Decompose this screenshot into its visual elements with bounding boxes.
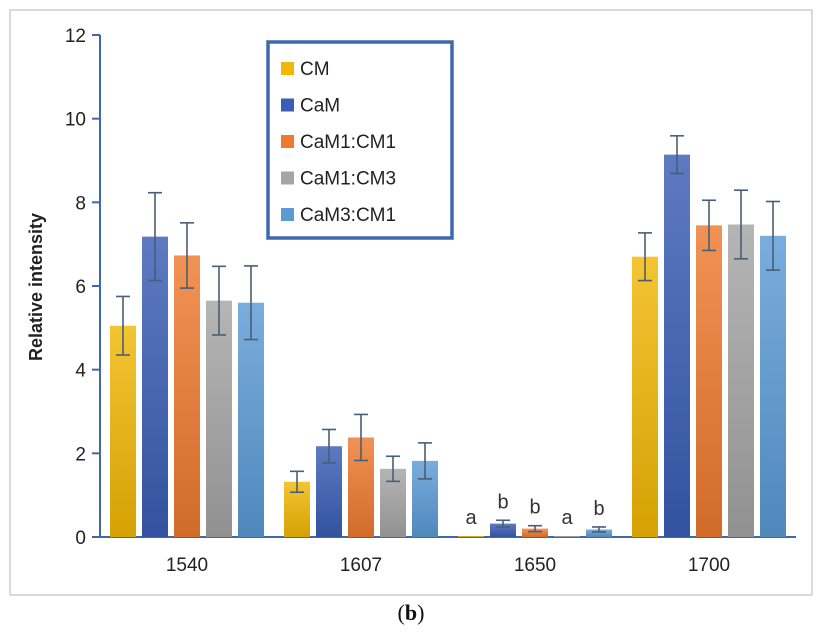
significance-label: b: [497, 491, 508, 513]
legend-label: CaM3:CM1: [300, 205, 396, 226]
y-tick-label: 0: [75, 528, 86, 549]
legend-label: CaM1:CM1: [300, 132, 396, 153]
x-tick-label: 1650: [514, 555, 556, 576]
caption-letter: b: [404, 600, 418, 625]
y-tick-label: 12: [65, 26, 86, 47]
x-tick-label: 1607: [340, 555, 382, 576]
y-tick-label: 2: [75, 444, 86, 465]
legend-swatch: [281, 171, 294, 185]
significance-label: a: [465, 507, 477, 529]
x-tick-label: 1540: [166, 555, 208, 576]
bar: [728, 224, 754, 537]
legend-swatch: [281, 62, 294, 75]
bar: [760, 235, 786, 538]
legend-box: [266, 40, 454, 240]
bar: [586, 529, 612, 537]
legend-swatch: [281, 208, 294, 221]
x-tick-label: 1700: [688, 555, 730, 576]
bar: [110, 325, 136, 537]
legend-label: CM: [300, 59, 330, 80]
legend-swatch: [281, 98, 294, 112]
bar: [632, 256, 658, 537]
bar: [696, 225, 722, 537]
bar: [206, 300, 232, 537]
bar: [458, 536, 484, 537]
legend-label: CaM1:CM3: [300, 169, 396, 190]
legend-label: CaM: [300, 96, 340, 117]
y-tick-label: 10: [65, 110, 86, 131]
y-tick-label: 4: [75, 361, 86, 382]
caption-close: ): [417, 600, 425, 625]
y-tick-label: 8: [75, 193, 86, 214]
figure-caption: (b): [0, 600, 822, 626]
caption-open: (: [397, 600, 405, 625]
significance-label: b: [593, 498, 604, 520]
bars: [110, 154, 786, 538]
legend-swatch: [281, 135, 294, 148]
y-axis-label: Relative intensity: [26, 213, 46, 361]
bar: [238, 302, 264, 537]
legend: CM CaM CaM1:CM1 CaM1:CM3 CaM3:CM1: [266, 40, 454, 240]
significance-label: a: [561, 507, 573, 529]
error-bars: [116, 135, 780, 533]
bar: [522, 528, 548, 537]
annotations: ab b a b: [465, 491, 604, 529]
y-tick-label: 6: [75, 277, 86, 298]
bar: [554, 536, 580, 537]
bar: [664, 154, 690, 538]
bar: [174, 255, 200, 537]
bar: [142, 236, 168, 538]
significance-label: b: [529, 497, 540, 519]
